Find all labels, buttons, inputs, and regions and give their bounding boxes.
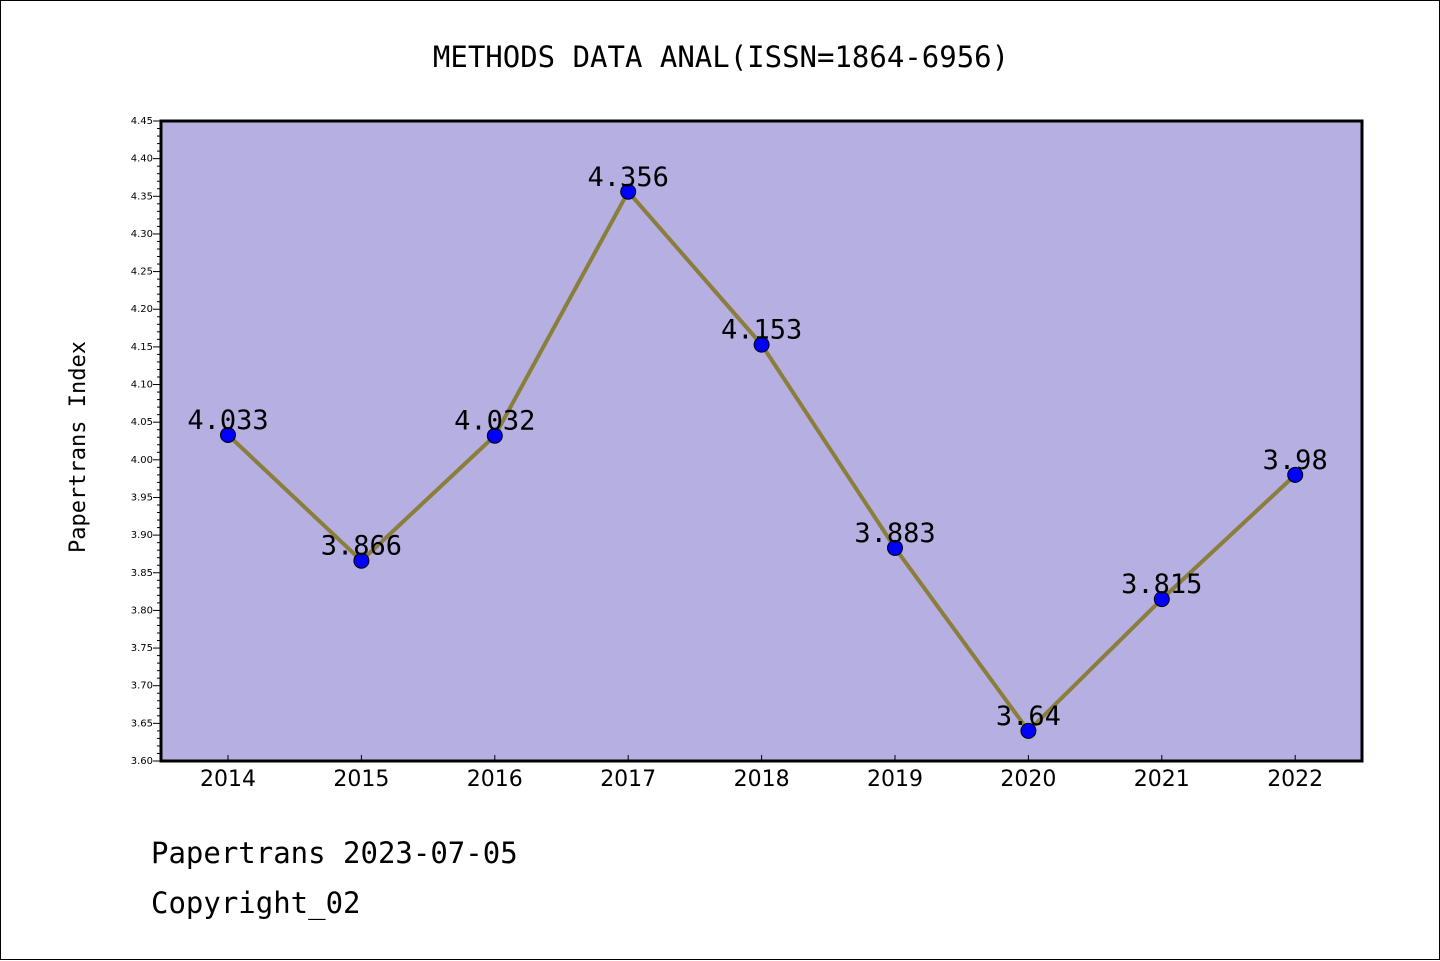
x-tick-label: 2022	[1267, 767, 1323, 792]
y-tick-label: 3.60	[131, 756, 153, 767]
y-tick-label: 4.45	[131, 116, 153, 127]
data-point-marker	[1287, 466, 1304, 483]
y-tick-label: 4.30	[131, 229, 153, 240]
y-tick-label: 4.40	[131, 154, 153, 165]
data-point-marker	[353, 552, 370, 569]
y-tick-label: 4.05	[131, 417, 153, 428]
y-tick-label: 4.20	[131, 304, 153, 315]
chart-title: METHODS DATA ANAL(ISSN=1864-6956)	[433, 40, 1009, 74]
data-point-marker	[220, 426, 236, 443]
data-value-label: 4.032	[454, 406, 535, 437]
plot-area	[161, 121, 1362, 761]
data-value-label: 3.64	[996, 701, 1061, 732]
x-tick-label: 2019	[867, 767, 923, 792]
y-tick-label: 3.90	[131, 530, 153, 541]
y-tick-label: 3.85	[131, 568, 153, 579]
data-value-label: 3.883	[854, 518, 935, 549]
x-tick-label: 2020	[1000, 767, 1056, 792]
y-tick-label: 4.35	[131, 191, 153, 202]
footer-date: Papertrans 2023-07-05	[151, 836, 518, 870]
data-point-marker	[887, 539, 903, 556]
data-value-label: 3.98	[1263, 445, 1328, 476]
footer-copyright: Copyright_02	[151, 886, 361, 920]
y-axis-label: Papertrans Index	[66, 341, 91, 553]
x-axis-ticks: 2014 2015 2016 2017 2018 2019 2020 2021 2022	[200, 755, 1323, 792]
y-axis-ticks: 3.60 3.65 3.70 3.75 3.80 3.85 3.90 3.95 4.00 4.05…	[131, 116, 161, 767]
data-value-label: 4.356	[588, 162, 669, 193]
data-point-marker	[1020, 722, 1037, 739]
plot-border	[159, 119, 1364, 763]
data-series: 4.033 3.866 4.032 4.356 4.153 3.883 3.64 3.815 3…	[187, 162, 1328, 739]
data-point-marker	[620, 183, 637, 200]
y-tick-label: 3.70	[131, 681, 153, 692]
x-tick-label: 2014	[200, 767, 256, 792]
x-tick-label: 2015	[333, 767, 389, 792]
data-value-label: 4.153	[721, 315, 802, 346]
data-point-marker	[1153, 591, 1170, 608]
x-tick-label: 2021	[1134, 767, 1190, 792]
x-tick-label: 2017	[600, 767, 656, 792]
y-tick-label: 4.00	[131, 455, 153, 466]
y-tick-label: 3.65	[131, 718, 153, 729]
data-value-label: 3.866	[321, 531, 402, 562]
data-point-marker	[486, 427, 503, 444]
y-tick-label: 4.10	[131, 380, 153, 391]
y-tick-label: 4.25	[131, 267, 153, 278]
data-value-label: 4.033	[187, 405, 268, 436]
y-tick-label: 3.95	[131, 492, 153, 503]
y-tick-label: 3.75	[131, 643, 153, 654]
data-point-marker	[753, 336, 770, 353]
x-tick-label: 2018	[734, 767, 790, 792]
data-value-label: 3.815	[1121, 569, 1202, 600]
y-tick-label: 3.80	[131, 605, 153, 616]
x-tick-label: 2016	[467, 767, 523, 792]
y-tick-label: 4.15	[131, 342, 153, 353]
